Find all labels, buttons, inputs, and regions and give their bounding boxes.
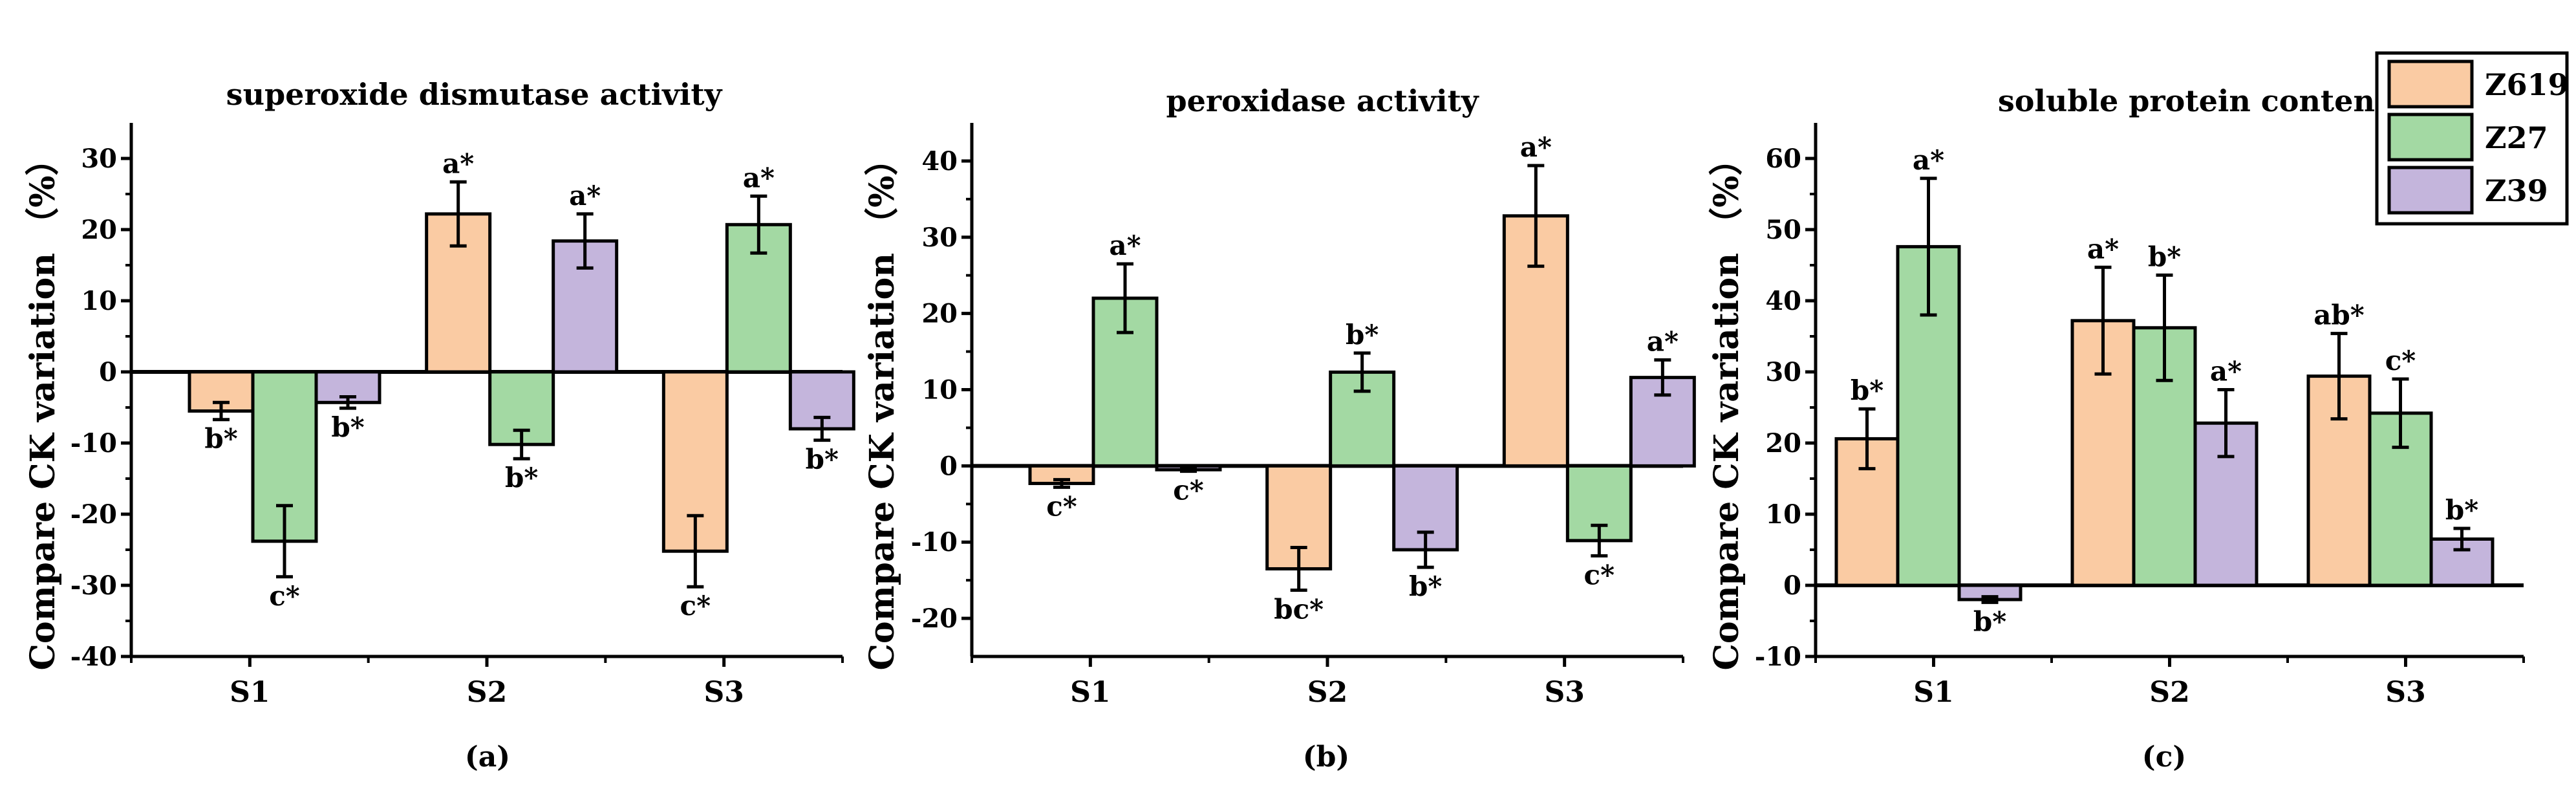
significance-label: b*	[505, 462, 538, 493]
y-tick-label: 30	[1765, 357, 1801, 387]
significance-label: b*	[204, 423, 237, 455]
x-tick-label: S1	[230, 676, 270, 709]
y-tick-label: -10	[70, 428, 117, 459]
significance-label: c*	[1173, 475, 1204, 506]
y-tick-label: 0	[939, 451, 958, 481]
y-tick-label: 40	[921, 146, 958, 177]
y-tick-label: 10	[81, 286, 117, 316]
y-tick-label: -20	[70, 499, 117, 530]
chart-panel-c: soluble protein content Compare CK varia…	[1707, 83, 2525, 774]
y-tick-label: -40	[70, 642, 117, 672]
legend-label: Z27	[2485, 120, 2548, 155]
x-tick-label: S2	[467, 676, 507, 709]
y-tick-label: -10	[1755, 642, 1801, 672]
y-tick-label: 60	[1765, 144, 1801, 174]
significance-label: b*	[2445, 494, 2478, 526]
y-axis-label: Compare CK variation （%）	[863, 142, 902, 671]
plot-area: -20 -10 0 10 20 30 40 S1 S2 S3 c* a* c* bc* b* b* a* c* a*	[911, 123, 1696, 709]
y-tick-label: 30	[81, 144, 117, 174]
y-tick-label: -30	[70, 570, 117, 601]
panel-label: (b)	[1303, 741, 1349, 774]
panel-label: (c)	[2142, 741, 2186, 774]
legend: Z619 Z27 Z39	[2375, 51, 2569, 226]
panel-label: (a)	[465, 741, 510, 774]
y-axis-label: Compare CK variation （%）	[23, 142, 63, 671]
plot-area: -40 -30 -20 -10 0 10 20 30 S1 S2 S3 b* c* b* a* b* a* c* a…	[70, 123, 855, 709]
significance-label: c*	[1584, 559, 1615, 591]
y-tick-label: 20	[1765, 428, 1801, 459]
significance-label: b*	[1346, 319, 1379, 351]
chart-title: superoxide dismutase activity	[226, 77, 723, 112]
significance-label: b*	[2148, 241, 2181, 272]
legend-label: Z619	[2485, 67, 2569, 102]
significance-label: a*	[1109, 230, 1141, 261]
y-tick-label: 50	[1765, 215, 1801, 245]
significance-label: a*	[1913, 144, 1944, 176]
significance-label: b*	[331, 411, 364, 443]
significance-label: c*	[269, 580, 300, 612]
legend-swatch	[2387, 113, 2474, 162]
x-tick-label: S3	[703, 676, 744, 709]
legend-label: Z39	[2485, 173, 2548, 208]
significance-label: a*	[2210, 356, 2242, 387]
x-tick-label: S1	[1913, 676, 1953, 709]
legend-swatch	[2387, 166, 2474, 215]
significance-label: b*	[1973, 605, 2006, 637]
significance-label: c*	[1046, 490, 1077, 522]
y-tick-label: 10	[1765, 499, 1801, 530]
y-tick-label: -10	[911, 527, 958, 558]
chart-panel-a: superoxide dismutase activity Compare CK…	[23, 77, 855, 774]
y-tick-label: 0	[1783, 570, 1801, 601]
y-tick-label: 30	[921, 222, 958, 253]
bar-z39-s1	[314, 370, 381, 404]
x-tick-label: S2	[2149, 676, 2189, 709]
significance-label: a*	[442, 147, 474, 179]
y-tick-label: 10	[921, 375, 958, 406]
significance-label: a*	[2087, 233, 2119, 265]
y-tick-label: 20	[921, 299, 958, 329]
legend-swatch	[2387, 60, 2474, 109]
y-tick-label: 20	[81, 215, 117, 245]
chart-title: soluble protein content	[1998, 83, 2389, 118]
significance-label: c*	[680, 590, 711, 622]
significance-label: a*	[1647, 326, 1679, 358]
legend-item-z27: Z27	[2387, 113, 2548, 162]
plot-area: -10 0 10 20 30 40 50 60 S1 S2 S3 b* a* b* a* b* a* ab* c* b…	[1755, 123, 2525, 709]
x-tick-label: S1	[1070, 676, 1110, 709]
significance-label: a*	[743, 162, 775, 193]
significance-label: b*	[806, 444, 839, 475]
significance-label: ab*	[2313, 299, 2365, 331]
x-tick-label: S3	[2385, 676, 2425, 709]
x-tick-label: S2	[1307, 676, 1347, 709]
x-tick-label: S3	[1544, 676, 1584, 709]
significance-label: a*	[569, 180, 601, 211]
chart-title: peroxidase activity	[1166, 83, 1479, 118]
bar-z39-s3	[788, 370, 855, 431]
y-tick-label: -20	[911, 603, 958, 634]
y-tick-label: 40	[1765, 286, 1801, 316]
y-axis-label: Compare CK variation （%）	[1707, 142, 1746, 671]
y-tick-label: 0	[99, 357, 117, 387]
legend-item-z39: Z39	[2387, 166, 2548, 215]
significance-label: c*	[2385, 345, 2416, 376]
significance-label: bc*	[1274, 593, 1324, 625]
legend-item-z619: Z619	[2387, 60, 2569, 109]
significance-label: a*	[1520, 131, 1552, 163]
chart-panel-b: peroxidase activity Compare CK variation…	[863, 83, 1696, 774]
significance-label: b*	[1409, 570, 1442, 602]
significance-label: b*	[1851, 374, 1884, 406]
